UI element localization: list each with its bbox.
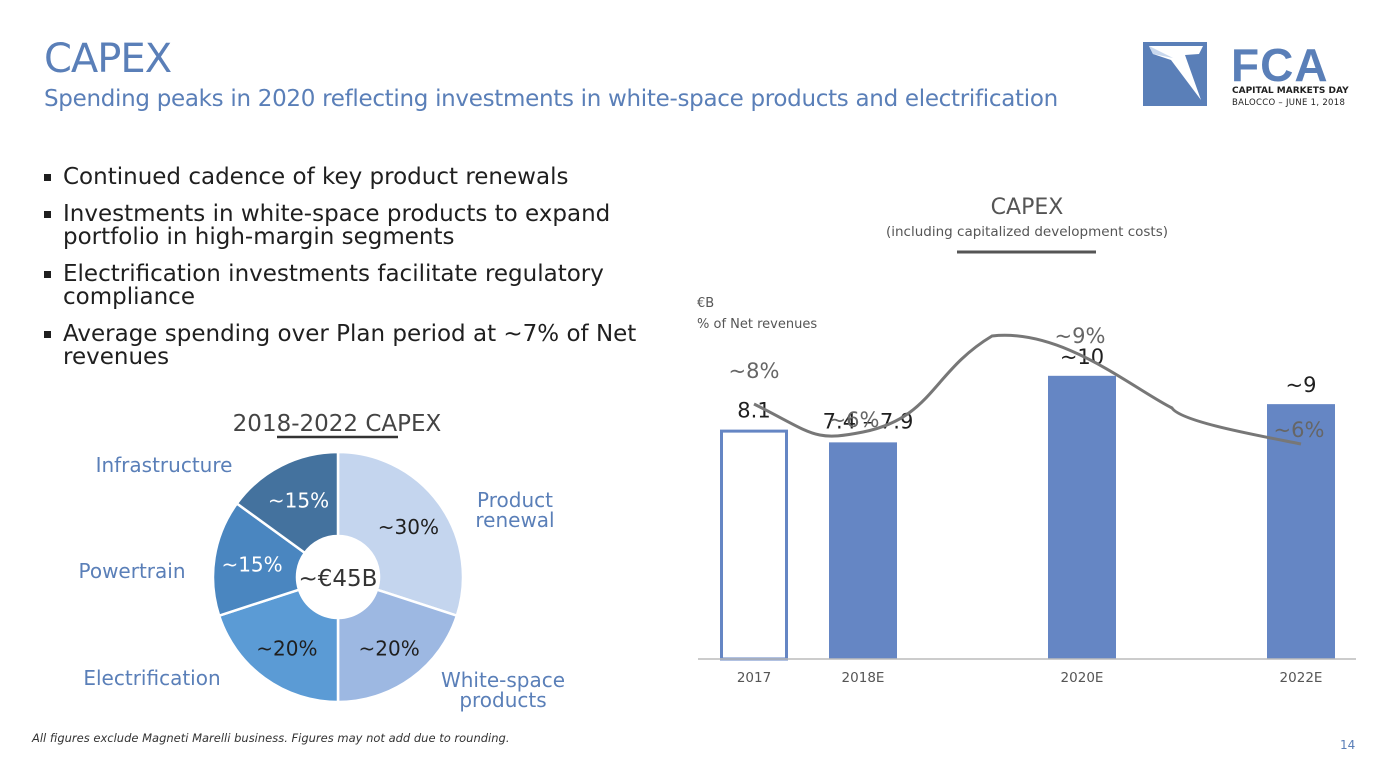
- bullet-item: Continued cadence of key product renewal…: [44, 166, 654, 189]
- footnote: All figures exclude Magneti Marelli busi…: [32, 731, 510, 745]
- pct-line-label: ~6%: [829, 408, 880, 432]
- pie-slice: [235, 450, 340, 555]
- logo-tagline-2: BALOCCO – JUNE 1, 2018: [1232, 98, 1346, 108]
- pie-slice: [336, 588, 459, 704]
- pie-slice-label: Electrification: [83, 666, 220, 690]
- pie-slice: [211, 501, 307, 618]
- pie-slice-value: ~15%: [221, 552, 282, 576]
- bar: [1048, 375, 1116, 659]
- pie-slice: [217, 588, 340, 704]
- pie-slice-label: Powertrain: [78, 559, 185, 583]
- pie-slice-value: ~20%: [256, 636, 317, 660]
- pie-slice-label: Infrastructure: [96, 453, 233, 477]
- pie-slice-value: ~30%: [378, 515, 439, 539]
- pie-title: 2018-2022 CAPEX: [233, 411, 442, 437]
- bar-chart-title: CAPEX: [991, 195, 1064, 220]
- line-series-label: % of Net revenues: [697, 317, 817, 332]
- pie-slice-value: ~20%: [359, 636, 420, 660]
- x-tick-label: 2022E: [1280, 670, 1323, 686]
- x-tick-label: 2018E: [842, 670, 885, 686]
- logo-tagline-1: CAPITAL MARKETS DAY: [1232, 86, 1349, 96]
- bullet-item: Electrification investments facilitate r…: [44, 263, 654, 309]
- bar: [720, 429, 788, 661]
- x-tick-label: 2020E: [1061, 670, 1104, 686]
- pie-slice-value: ~15%: [268, 488, 329, 512]
- bar-chart-subtitle: (including capitalized development costs…: [886, 224, 1168, 240]
- pie-center-label: ~€45B: [299, 566, 378, 592]
- page-title: CAPEX: [44, 36, 172, 82]
- pie-slice-label: Product renewal: [475, 488, 554, 532]
- x-tick-label: 2017: [737, 670, 771, 686]
- capex-bar-chart: CAPEX (including capitalized development …: [697, 195, 1356, 686]
- bullet-list: Continued cadence of key product renewal…: [44, 166, 654, 383]
- bar: [829, 442, 897, 659]
- capex-pie-chart: 2018-2022 CAPEX ~30% Product renewal ~20% Whi…: [78, 411, 565, 712]
- page-subtitle: Spending peaks in 2020 reflecting invest…: [44, 86, 1058, 112]
- logo-brand: FCA: [1231, 42, 1329, 91]
- pct-line-series: [753, 333, 1302, 446]
- pct-line-label: ~6%: [1274, 418, 1325, 442]
- bullet-item: Investments in white-space products to e…: [44, 203, 654, 249]
- fca-logo: FCA: [1143, 42, 1329, 106]
- pie-slice-label: White-space products: [441, 668, 565, 712]
- page-number: 14: [1340, 738, 1356, 752]
- bullet-item: Average spending over Plan period at ~7%…: [44, 323, 654, 369]
- pct-line-label: ~9%: [1055, 324, 1106, 348]
- pct-line-label: ~8%: [729, 359, 780, 383]
- unit-label: €B: [697, 296, 714, 311]
- bar-value-label: ~9: [1286, 373, 1317, 397]
- pie-slice: [336, 450, 465, 618]
- bar: [1267, 404, 1335, 659]
